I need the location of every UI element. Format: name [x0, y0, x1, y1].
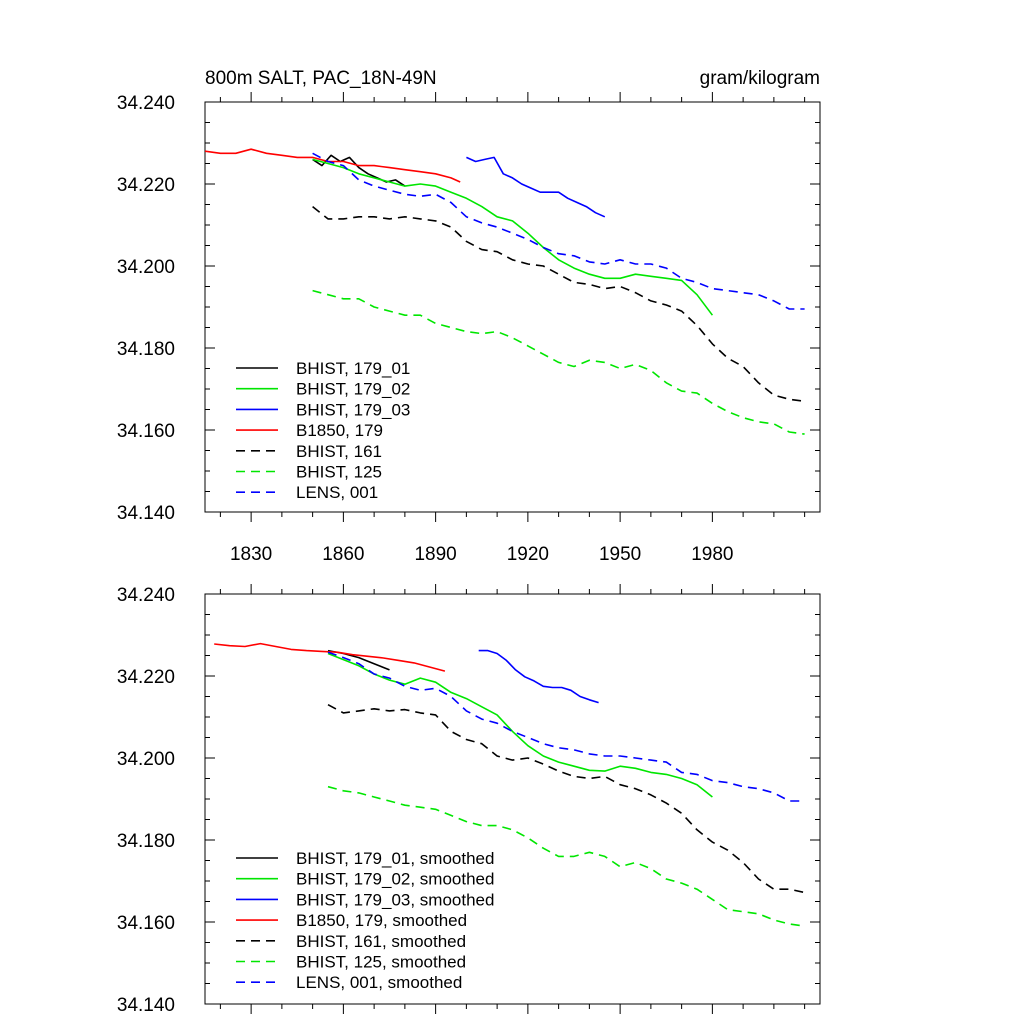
y-tick-label: 34.140 [117, 503, 175, 524]
series-line-5 [327, 703, 805, 894]
legend-label: BHIST, 179_01, smoothed [296, 849, 494, 868]
y-tick-label: 34.200 [117, 257, 175, 278]
y-tick-label: 34.160 [117, 913, 175, 934]
legend-label: B1850, 179 [296, 421, 383, 440]
x-tick-label: 1830 [230, 544, 272, 565]
y-tick-label: 34.240 [117, 585, 175, 606]
series-line-1 [327, 649, 390, 671]
x-tick-label: 1980 [691, 544, 733, 565]
chart-title-left: 800m SALT, PAC_18N-49N [205, 68, 437, 89]
y-tick-label: 34.180 [117, 831, 175, 852]
series-line-7 [327, 651, 805, 802]
legend-label: BHIST, 125, smoothed [296, 953, 466, 972]
chart-panel-2: 34.140 34.160 34.180 34.200 34.220 34.240 BHIS… [117, 584, 821, 1016]
y-tick-label: 34.200 [117, 749, 175, 770]
legend-label: BHIST, 179_03 [296, 400, 410, 419]
legend-label: BHIST, 161, smoothed [296, 932, 466, 951]
x-tick-label: 1860 [322, 544, 364, 565]
legend-label: BHIST, 125 [296, 463, 382, 482]
series-line-6 [327, 785, 805, 927]
x-tick-label: 1950 [599, 544, 641, 565]
series-line-4 [205, 148, 461, 183]
y-tick-label: 34.160 [117, 421, 175, 442]
y-tick-label: 34.180 [117, 339, 175, 360]
legend-label: BHIST, 161 [296, 442, 382, 461]
legend-label: B1850, 179, smoothed [296, 911, 467, 930]
series-group [214, 642, 805, 927]
series-line-4 [214, 642, 446, 672]
x-tick-label: 1920 [507, 544, 549, 565]
x-tick-label: 1890 [414, 544, 456, 565]
series-line-2 [312, 158, 714, 316]
y-tick-label: 34.220 [117, 175, 175, 196]
legend-label: LENS, 001 [296, 483, 378, 502]
y-tick-label: 34.140 [117, 995, 175, 1016]
y-tick-label: 34.220 [117, 667, 175, 688]
legend-label: BHIST, 179_03, smoothed [296, 890, 494, 909]
series-group [205, 148, 805, 435]
series-line-6 [312, 289, 805, 435]
series-line-5 [312, 205, 805, 403]
legend-label: BHIST, 179_02 [296, 380, 410, 399]
legend: BHIST, 179_01, smoothed BHIST, 179_02, sm… [236, 849, 494, 992]
chart-panel-1: 800m SALT, PAC_18N-49N gram/kilogram 34.14… [117, 68, 821, 565]
chart-units-label: gram/kilogram [700, 68, 820, 89]
series-line-2 [327, 652, 713, 798]
legend-label: LENS, 001, smoothed [296, 973, 462, 992]
series-line-3 [466, 156, 606, 218]
y-tick-label: 34.240 [117, 93, 175, 114]
legend-label: BHIST, 179_01 [296, 359, 410, 378]
legend-label: BHIST, 179_02, smoothed [296, 870, 494, 889]
series-line-7 [312, 152, 805, 310]
series-line-3 [478, 649, 599, 704]
